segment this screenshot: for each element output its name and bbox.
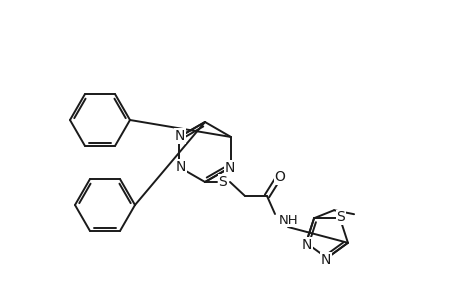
Text: O: O (274, 170, 285, 184)
Text: NH: NH (279, 214, 298, 226)
Text: N: N (320, 253, 330, 267)
Text: N: N (224, 161, 235, 175)
Text: S: S (336, 210, 345, 224)
Text: N: N (301, 238, 312, 252)
Text: S: S (218, 175, 227, 189)
Text: N: N (174, 129, 185, 143)
Text: N: N (175, 160, 186, 174)
